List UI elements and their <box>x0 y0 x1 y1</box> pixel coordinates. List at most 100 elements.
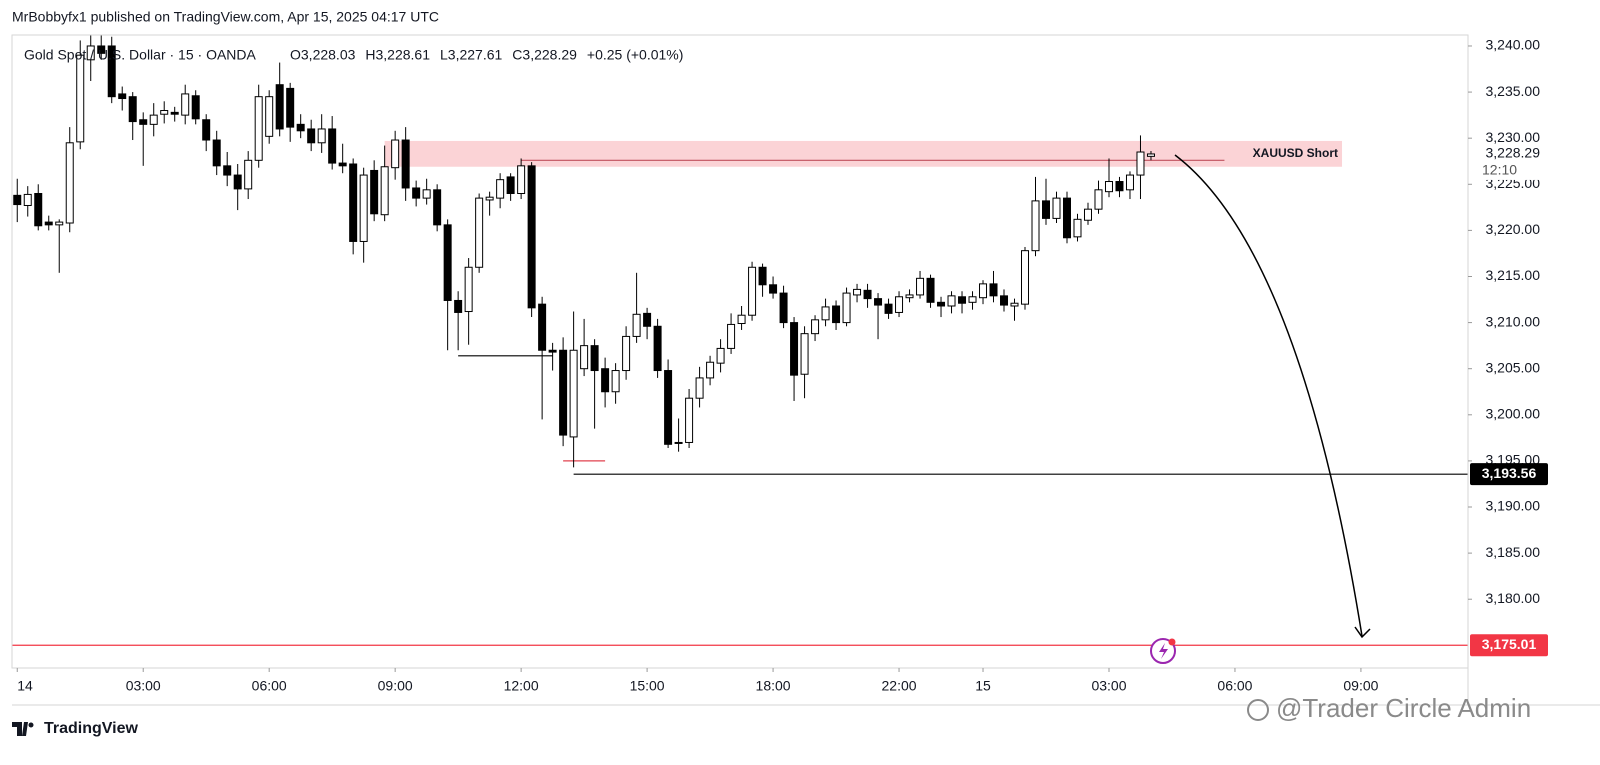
candle-body <box>149 114 158 125</box>
x-tick-label: 15:00 <box>630 678 665 694</box>
candle-body <box>265 96 274 137</box>
candle-body <box>863 289 872 300</box>
x-tick-label: 03:00 <box>1091 678 1126 694</box>
plot: XAUUSD Short <box>12 34 1468 646</box>
level-label: 3,193.56 <box>1482 465 1537 481</box>
candle-body <box>496 179 505 199</box>
plot-frame <box>11 34 1469 669</box>
candle-body <box>1042 200 1051 219</box>
candle-body <box>1062 197 1071 239</box>
y-tick-label: 3,215.00 <box>1486 267 1541 283</box>
candle-body <box>874 298 883 306</box>
candle-body <box>842 292 851 324</box>
candle-body <box>1021 250 1030 305</box>
candle-body <box>758 266 767 286</box>
candle-body <box>685 397 694 443</box>
candle-body <box>349 163 358 242</box>
candle-body <box>737 314 746 325</box>
candle-body <box>464 266 473 313</box>
candle-body <box>527 165 536 309</box>
quote-value: H3,228.61 <box>365 47 430 63</box>
quote-value: C3,228.29 <box>512 47 577 63</box>
x-tick-label: 03:00 <box>126 678 161 694</box>
candle-body <box>391 139 400 169</box>
candle-body <box>485 196 494 201</box>
candle-body <box>979 283 988 299</box>
candle-body <box>622 335 631 372</box>
candle-body <box>832 305 841 324</box>
candle-body <box>769 284 778 294</box>
candle-body <box>454 299 463 313</box>
candle-body <box>44 221 53 226</box>
candle-body <box>244 159 253 190</box>
x-tick-label: 12:00 <box>504 678 539 694</box>
candle-body <box>443 224 452 301</box>
candle-body <box>884 303 893 314</box>
candle-body <box>86 45 95 61</box>
candle-body <box>286 87 295 128</box>
candle-body <box>811 319 820 335</box>
candle-body <box>706 361 715 379</box>
candle-body <box>947 295 956 307</box>
candle-body <box>559 349 568 436</box>
brand: TradingView <box>44 720 139 737</box>
candle-body <box>821 306 830 321</box>
candle-body <box>328 128 337 164</box>
candle-body <box>212 139 221 167</box>
watermark: @Trader Circle Admin <box>1276 693 1531 723</box>
candle-body <box>569 349 578 438</box>
candle-body <box>118 93 127 100</box>
candle-body <box>202 119 211 141</box>
candle-body <box>1052 197 1061 219</box>
candle-body <box>716 347 725 364</box>
candle-body <box>1073 218 1082 238</box>
candle-body <box>13 194 22 206</box>
candle-body <box>139 119 148 125</box>
candle-body <box>601 368 610 393</box>
candle-body <box>937 301 946 307</box>
candle-body <box>1083 208 1092 221</box>
candle-body <box>664 370 673 445</box>
candle-body <box>727 323 736 349</box>
level-label-bg <box>1470 634 1548 657</box>
candle-body <box>632 313 641 337</box>
level-label: 3,175.01 <box>1482 636 1537 652</box>
candle-body <box>401 139 410 189</box>
x-tick-label: 15 <box>975 678 991 694</box>
candle-body <box>23 193 32 206</box>
candle-body <box>55 221 64 226</box>
candle-body <box>968 296 977 303</box>
y-tick-label: 3,180.00 <box>1486 590 1541 606</box>
x-tick-label: 14 <box>17 678 33 694</box>
zone <box>384 140 1343 167</box>
candle-body <box>170 111 179 115</box>
arrow-head <box>1354 626 1371 639</box>
countdown-bg <box>1470 161 1548 180</box>
candle-body <box>128 96 137 123</box>
x-tick-label: 06:00 <box>252 678 287 694</box>
candle-body <box>695 377 704 399</box>
countdown: 12:10 <box>1482 162 1517 178</box>
candle-body <box>34 193 43 227</box>
y-tick-label: 3,205.00 <box>1486 359 1541 375</box>
candle-body <box>853 288 862 296</box>
candle-body <box>422 189 431 199</box>
candle-body <box>611 370 620 393</box>
x-tick-label: 22:00 <box>882 678 917 694</box>
candle-body <box>254 96 263 161</box>
candle-body <box>307 128 316 144</box>
watermark-icon <box>1247 699 1269 721</box>
candle-body <box>160 110 169 115</box>
candle-body <box>517 165 526 195</box>
quote-value: +0.25 (+0.01%) <box>587 47 684 63</box>
candle-body <box>590 345 599 372</box>
candle-body <box>370 169 379 215</box>
candle-body <box>1115 181 1124 192</box>
candle-body <box>317 128 326 144</box>
y-tick-label: 3,220.00 <box>1486 221 1541 237</box>
candle-body <box>1094 189 1103 210</box>
candle-body <box>1125 174 1134 191</box>
candle-body <box>800 333 809 375</box>
candle-body <box>989 283 998 297</box>
candle-body <box>926 277 935 303</box>
